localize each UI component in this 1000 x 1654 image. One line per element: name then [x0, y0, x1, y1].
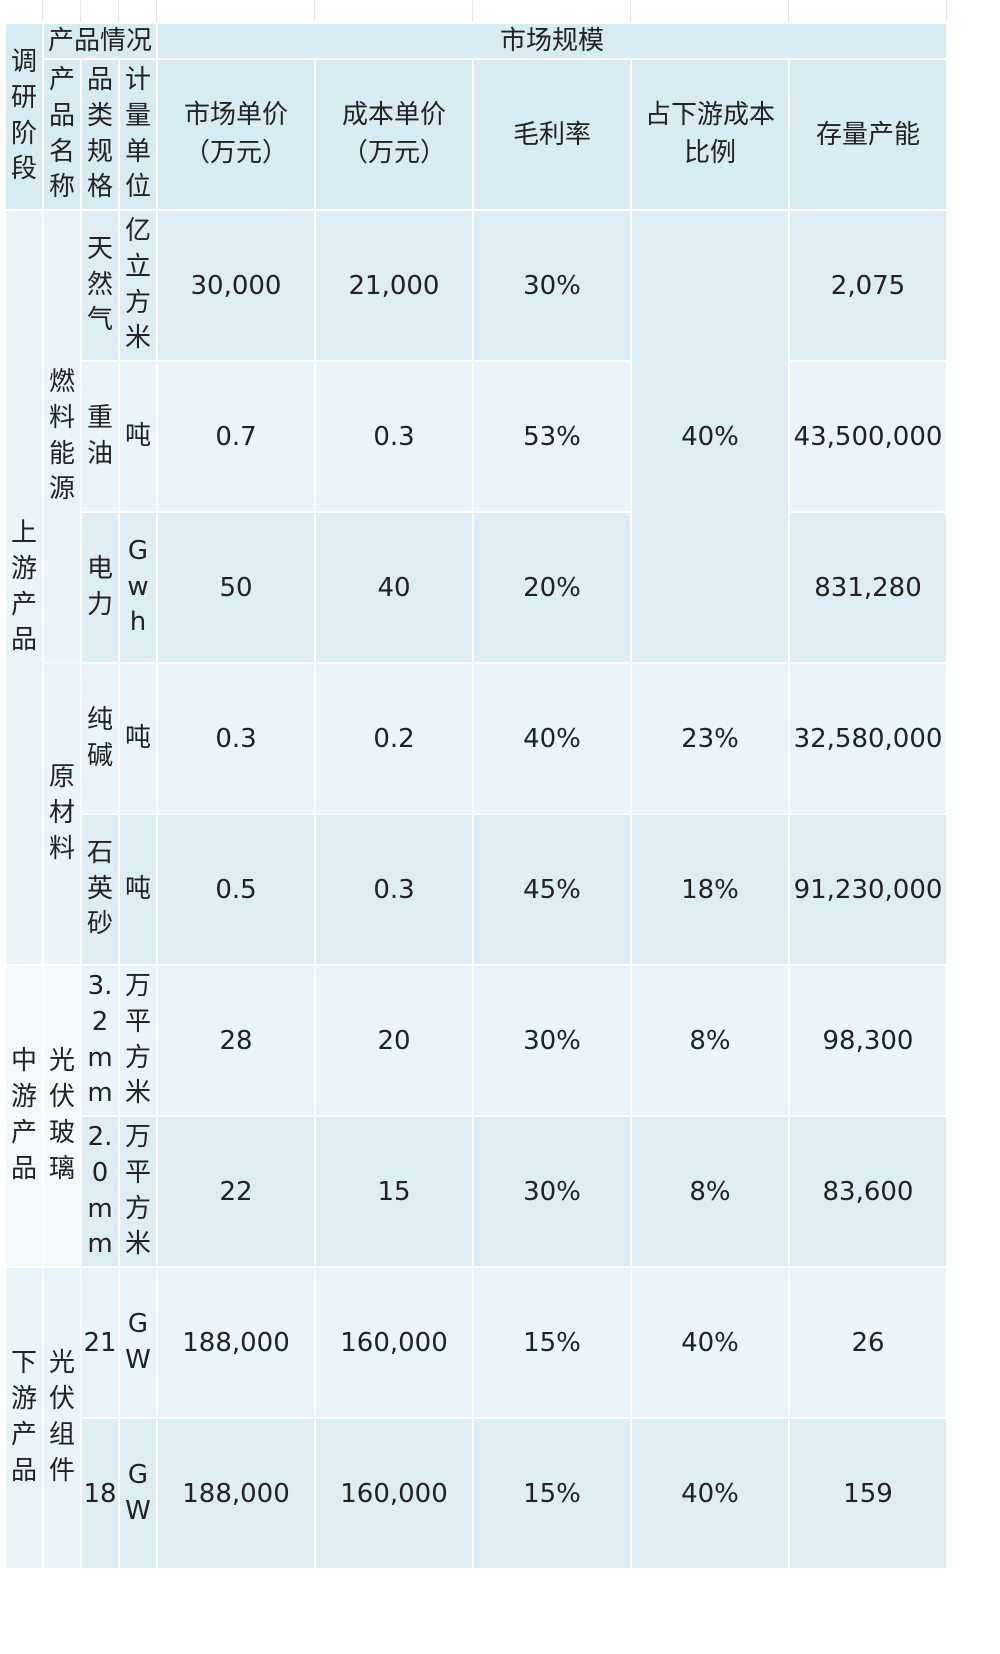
ratio-cell: 8% [630, 964, 790, 1117]
cost-price-cell: 160,000 [314, 1266, 474, 1419]
table-row: 2.0mm 万平方米 22 15 30% 8% 83,600 [5, 1115, 948, 1268]
stage-downstream: 下游产品 [4, 1266, 44, 1570]
stage-midstream: 中游产品 [4, 964, 44, 1268]
spec-cell: 重油 [80, 360, 120, 513]
capacity-cell: 91,230,000 [788, 813, 948, 966]
market-price-cell: 50 [156, 511, 316, 664]
margin-cell: 30% [472, 209, 632, 362]
ratio-cell: 18% [630, 813, 790, 966]
cost-price-cell: 0.2 [314, 662, 474, 815]
group-pv-module: 光伏组件 [42, 1266, 82, 1570]
capacity-cell: 43,500,000 [788, 360, 948, 513]
market-price-cell: 0.7 [156, 360, 316, 513]
margin-cell: 20% [472, 511, 632, 664]
market-group-header: 市场规模 [156, 22, 948, 60]
market-price-cell: 0.3 [156, 662, 316, 815]
market-price-cell: 22 [156, 1115, 316, 1268]
market-price-header: 市场单价 （万元） [156, 58, 316, 211]
cost-price-cell: 15 [314, 1115, 474, 1268]
group-fuel: 燃料能源 [42, 209, 82, 664]
unit-cell: GW [118, 1417, 158, 1570]
stage-upstream: 上游产品 [4, 209, 44, 966]
unit-header: 计量单位 [118, 58, 158, 211]
stage-header: 调研阶段 [4, 22, 44, 211]
capacity-cell: 26 [788, 1266, 948, 1419]
ratio-cell: 8% [630, 1115, 790, 1268]
spec-cell: 3.2mm [80, 964, 120, 1117]
table-row: 电力 Gwh 50 40 20% 831,280 [5, 511, 948, 664]
market-table: 调研阶段 产品情况 市场规模 产品名称 品类规格 计量单位 市场单价 （万元） 成… [4, 22, 948, 1570]
capacity-cell: 98,300 [788, 964, 948, 1117]
cost-price-cell: 40 [314, 511, 474, 664]
spec-cell: 18 [80, 1417, 120, 1570]
table-row: 中游产品 光伏玻璃 3.2mm 万平方米 28 20 30% 8% 98,300 [4, 964, 948, 1268]
spec-cell: 21 [80, 1266, 120, 1419]
market-price-cell: 188,000 [156, 1266, 316, 1419]
capacity-cell: 2,075 [788, 209, 948, 362]
cost-price-cell: 160,000 [314, 1417, 474, 1570]
header-row-2: 产品名称 品类规格 计量单位 市场单价 （万元） 成本单价 （万元） 毛利率 占下游… [5, 58, 948, 211]
spec-cell: 天然气 [80, 209, 120, 362]
unit-cell: 万平方米 [118, 964, 158, 1117]
table-row: 原材料 纯碱 吨 0.3 0.2 40% 23% 32,580,000 [5, 662, 948, 966]
margin-cell: 53% [472, 360, 632, 513]
downstream-ratio-header: 占下游成本 比例 [630, 58, 790, 211]
unit-cell: GW [118, 1266, 158, 1419]
capacity-header: 存量产能 [788, 58, 948, 211]
capacity-cell: 831,280 [788, 511, 948, 664]
fuel-ratio-cell: 40% [630, 209, 790, 664]
group-pv-glass: 光伏玻璃 [42, 964, 82, 1268]
market-price-cell: 30,000 [156, 209, 316, 362]
spec-header: 品类规格 [80, 58, 120, 211]
unit-cell: 吨 [118, 813, 158, 966]
margin-cell: 30% [472, 1115, 632, 1268]
ratio-cell: 40% [630, 1266, 790, 1419]
ratio-cell: 40% [630, 1417, 790, 1570]
group-raw: 原材料 [42, 662, 82, 966]
margin-cell: 45% [472, 813, 632, 966]
header-row-1: 调研阶段 产品情况 市场规模 [4, 22, 948, 211]
unit-cell: 万平方米 [118, 1115, 158, 1268]
margin-cell: 15% [472, 1417, 632, 1570]
table-row: 石英砂 吨 0.5 0.3 45% 18% 91,230,000 [5, 813, 948, 966]
gross-margin-header: 毛利率 [472, 58, 632, 211]
table-row: 上游产品 燃料能源 天然气 亿立方米 30,000 21,000 30% 40%… [4, 209, 948, 966]
cost-price-cell: 21,000 [314, 209, 474, 362]
table-row: 重油 吨 0.7 0.3 53% 43,500,000 [5, 360, 948, 513]
margin-cell: 15% [472, 1266, 632, 1419]
name-header: 产品名称 [42, 58, 82, 211]
unit-cell: 吨 [118, 662, 158, 815]
capacity-cell: 159 [788, 1417, 948, 1570]
cost-price-header: 成本单价 （万元） [314, 58, 474, 211]
product-group-header: 产品情况 [42, 22, 158, 60]
table-row: 18 GW 188,000 160,000 15% 40% 159 [5, 1417, 948, 1570]
cost-price-cell: 0.3 [314, 813, 474, 966]
unit-cell: 吨 [118, 360, 158, 513]
market-price-cell: 28 [156, 964, 316, 1117]
margin-cell: 30% [472, 964, 632, 1117]
market-price-cell: 0.5 [156, 813, 316, 966]
capacity-cell: 32,580,000 [788, 662, 948, 815]
margin-cell: 40% [472, 662, 632, 815]
ratio-cell: 23% [630, 662, 790, 815]
spec-cell: 石英砂 [80, 813, 120, 966]
capacity-cell: 83,600 [788, 1115, 948, 1268]
cost-price-cell: 0.3 [314, 360, 474, 513]
cost-price-cell: 20 [314, 964, 474, 1117]
market-price-cell: 188,000 [156, 1417, 316, 1570]
unit-cell: 亿立方米 [118, 209, 158, 362]
table-row: 下游产品 光伏组件 21 GW 188,000 160,000 15% 40% … [4, 1266, 948, 1570]
spec-cell: 2.0mm [80, 1115, 120, 1268]
top-gridlines [0, 0, 1000, 22]
spec-cell: 纯碱 [80, 662, 120, 815]
unit-cell: Gwh [118, 511, 158, 664]
spec-cell: 电力 [80, 511, 120, 664]
